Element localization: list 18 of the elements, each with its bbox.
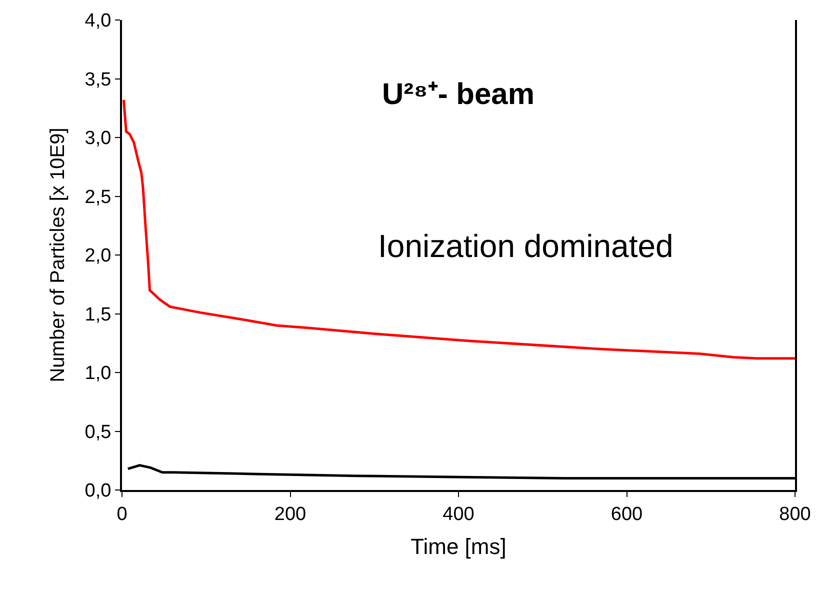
y-tick-label: 1,5	[84, 304, 112, 326]
y-tick-label: 0,5	[84, 422, 112, 443]
x-tick-label: 800	[779, 504, 811, 525]
y-tick-label: 1,0	[84, 363, 112, 384]
y-tick-label: 2,5	[84, 186, 112, 208]
y-axis-title: Number of Particles [x 10E9]	[46, 128, 69, 382]
x-tick-label: 600	[610, 504, 643, 525]
y-tick-label: 2,0	[84, 246, 112, 267]
annotation: Ionization dominated	[378, 228, 674, 264]
y-tick-label: 4,0	[84, 10, 112, 32]
x-tick-label: 400	[442, 504, 474, 525]
x-axis-title: Time [ms]	[410, 534, 506, 560]
y-tick-label: 3,0	[84, 128, 112, 150]
annotation: U²⁸⁺- beam	[382, 78, 535, 111]
y-tick-label: 0,0	[84, 480, 112, 502]
x-tick-label: 200	[274, 504, 306, 525]
x-tick-label: 0	[116, 504, 128, 525]
y-tick-label: 3,5	[84, 69, 112, 90]
